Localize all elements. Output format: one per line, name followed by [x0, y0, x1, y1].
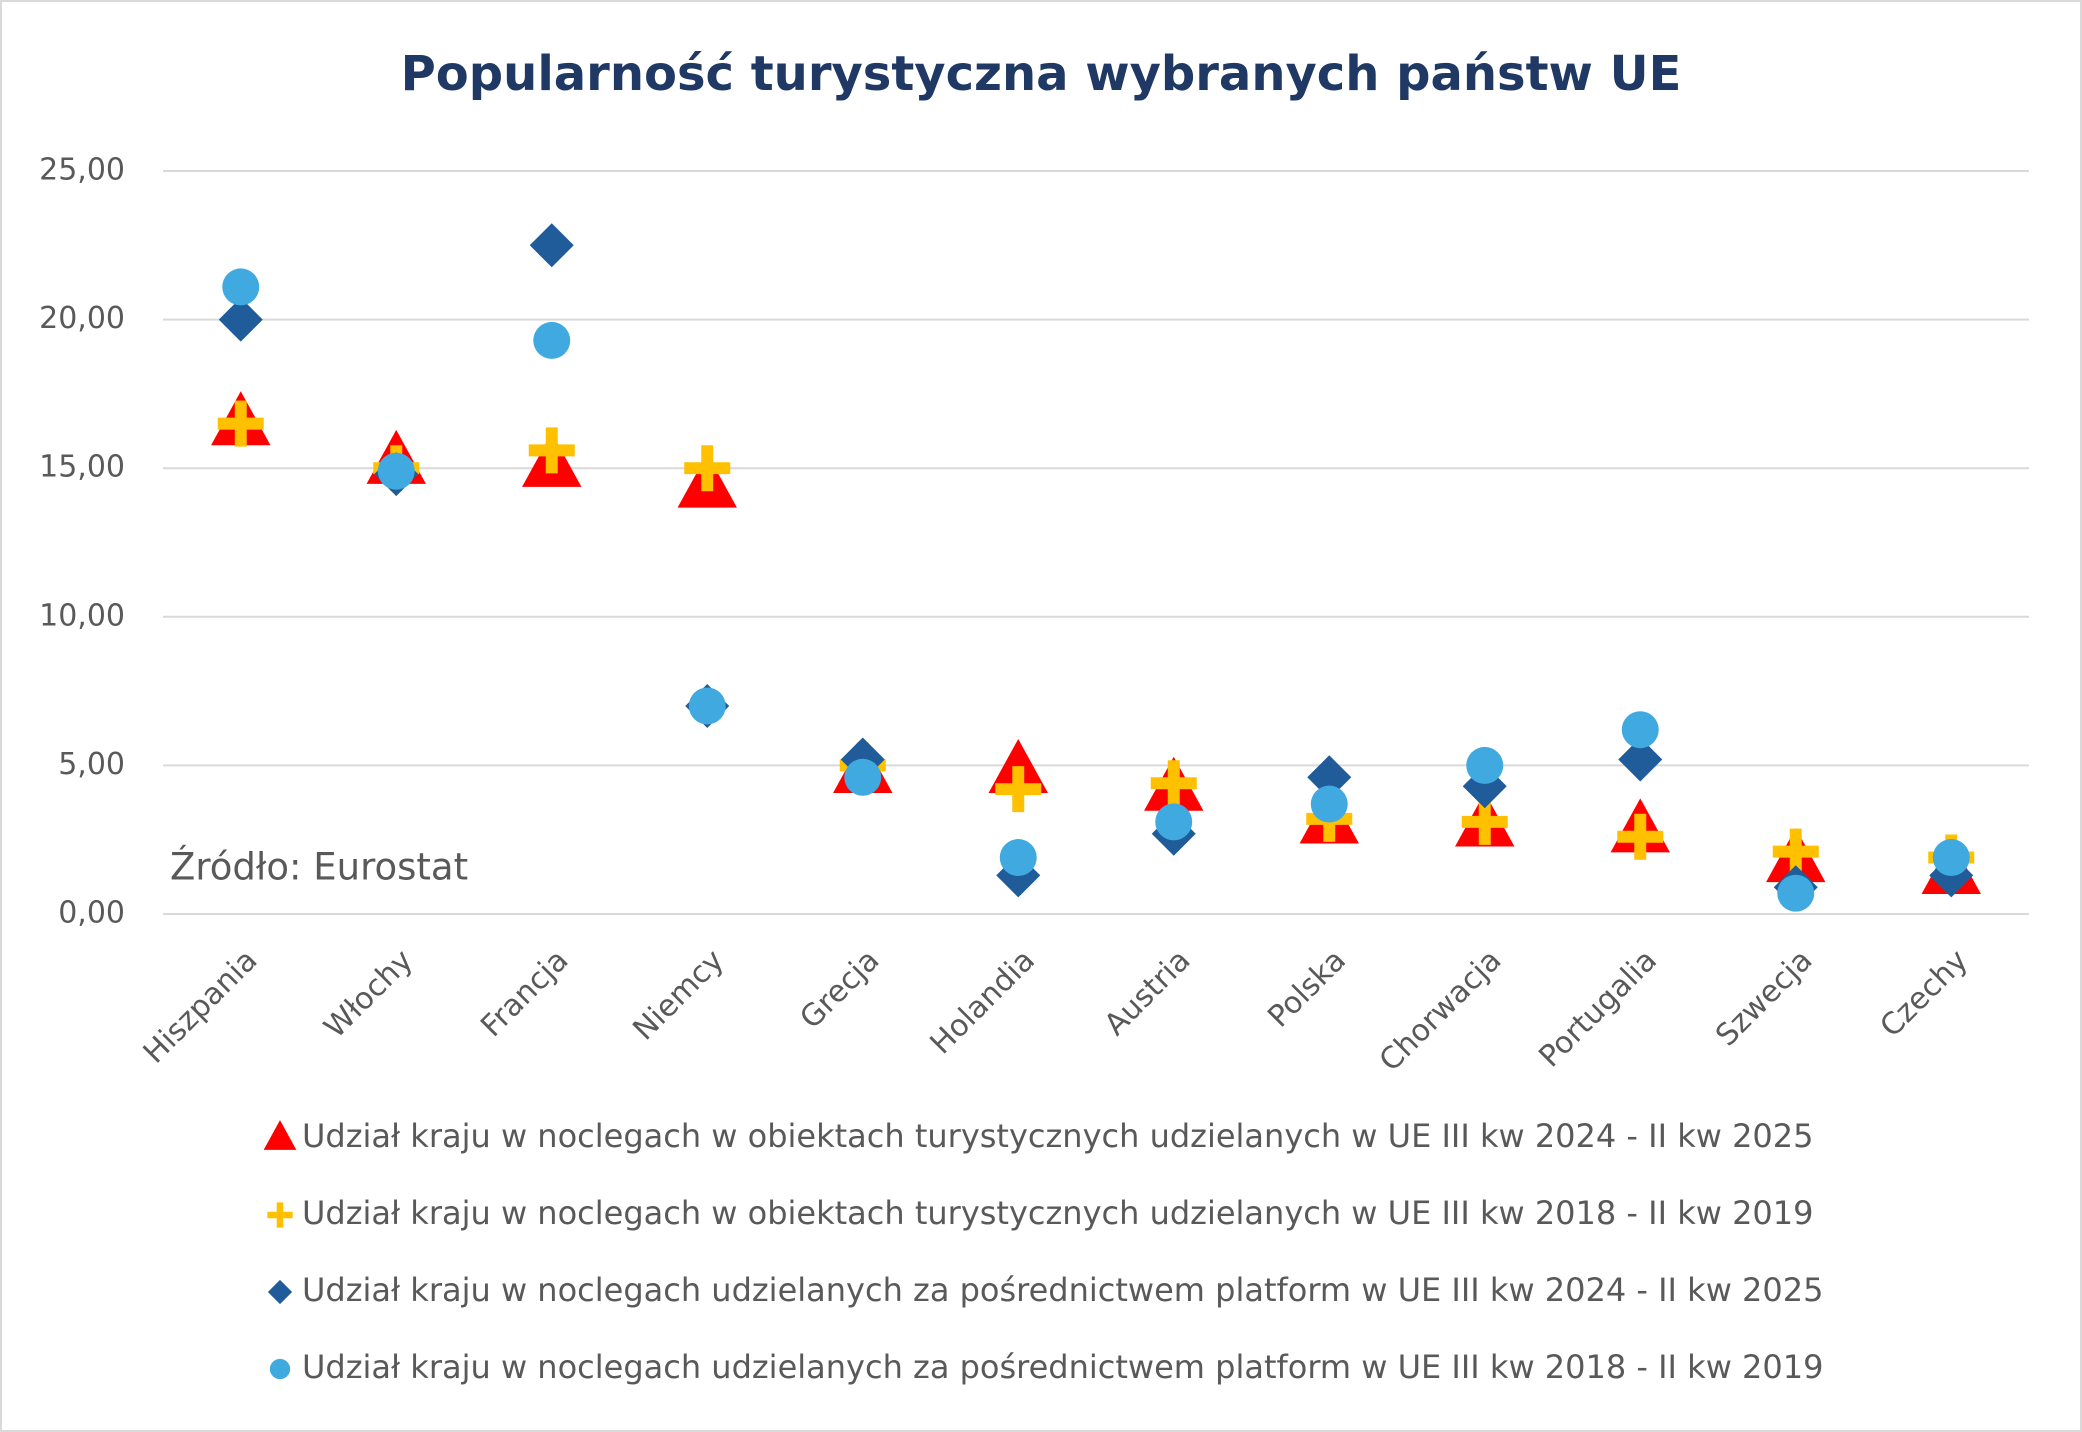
plus-marker [528, 427, 575, 474]
plus-marker [267, 1202, 293, 1228]
circle-marker [269, 1358, 291, 1380]
circle-marker [1155, 803, 1193, 841]
diamond-marker [218, 297, 263, 342]
y-tick-label: 10,00 [39, 598, 125, 633]
legend-label: Udział kraju w noclegach w obiektach tur… [302, 1117, 1814, 1155]
plus-marker [684, 445, 731, 492]
circle-marker [222, 268, 260, 306]
plus-marker [217, 400, 264, 447]
source-note: Źródło: Eurostat [170, 845, 468, 889]
triangle-marker [988, 738, 1048, 793]
legend-label: Udział kraju w noclegach udzielanych za … [302, 1271, 1823, 1309]
circle-marker [999, 839, 1037, 877]
triangle-marker [263, 1120, 297, 1150]
circle-marker [1310, 785, 1348, 823]
circle-marker [377, 452, 415, 490]
chart-title: Popularność turystyczna wybranych państw… [401, 46, 1682, 102]
circle-marker [533, 321, 571, 359]
y-tick-label: 20,00 [39, 301, 125, 336]
y-tick-label: 25,00 [39, 153, 125, 188]
plus-marker [995, 766, 1042, 813]
plus-marker [1150, 760, 1197, 807]
circle-marker [1932, 839, 1970, 877]
y-tick-label: 0,00 [58, 896, 125, 931]
legend-label: Udział kraju w noclegach w obiektach tur… [302, 1194, 1814, 1232]
diamond-marker [267, 1279, 293, 1305]
circle-marker [688, 687, 726, 725]
diamond-marker [1618, 737, 1663, 782]
plus-marker [1617, 813, 1664, 860]
y-tick-label: 5,00 [58, 747, 125, 782]
circle-marker [1466, 746, 1504, 784]
circle-marker [844, 758, 882, 796]
circle-marker [1777, 874, 1815, 912]
y-tick-label: 15,00 [39, 450, 125, 485]
diamond-marker [1307, 755, 1352, 800]
circle-marker [1621, 711, 1659, 749]
diamond-marker [529, 223, 574, 268]
legend-label: Udział kraju w noclegach udzielanych za … [302, 1348, 1823, 1386]
